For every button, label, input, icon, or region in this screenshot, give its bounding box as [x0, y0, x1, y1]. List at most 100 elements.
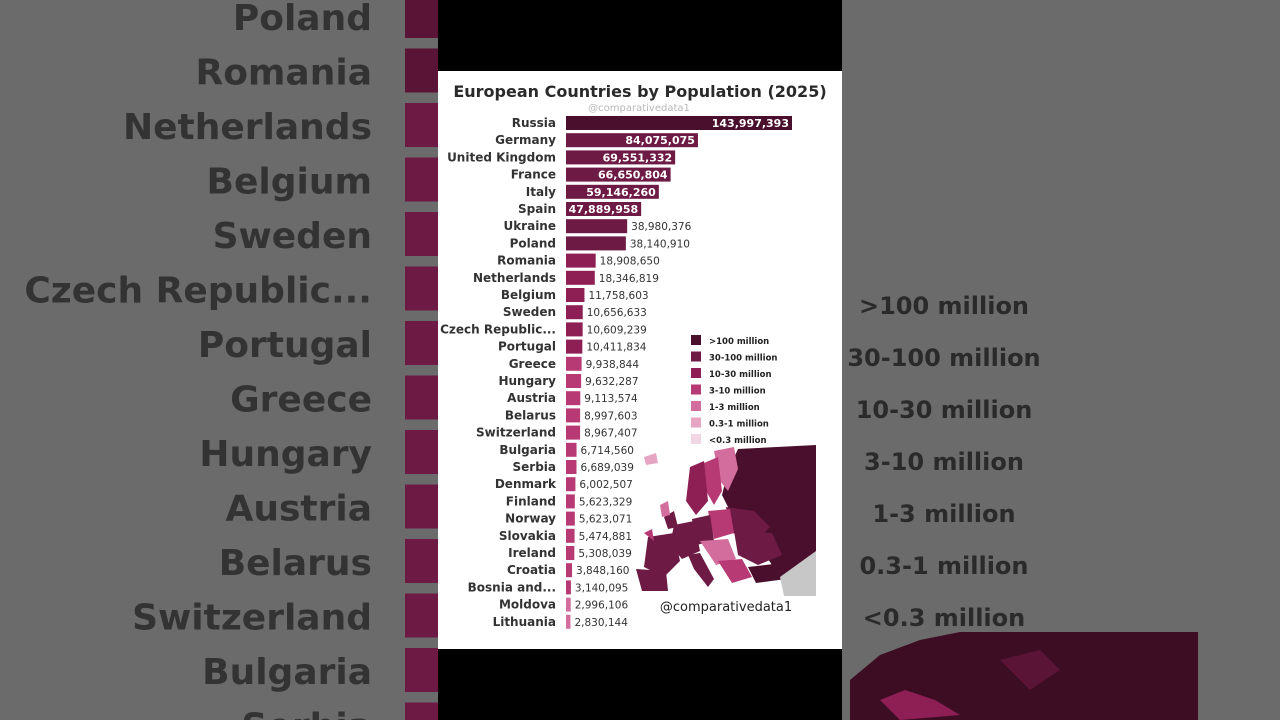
data-label: 69,551,332 — [603, 151, 673, 164]
chart-watermark: @comparativedata1 — [588, 103, 690, 114]
bar — [566, 253, 596, 268]
category-label: Poland — [510, 236, 556, 250]
bar — [566, 116, 792, 130]
background-bar — [405, 48, 438, 93]
background-label: Belgium — [207, 162, 372, 203]
background-bar — [405, 212, 438, 256]
bar — [566, 563, 573, 578]
data-label: 3,140,095 — [575, 582, 628, 594]
legend-swatch — [691, 368, 701, 378]
bar — [566, 442, 577, 457]
background-legend-label: 3-10 million — [864, 448, 1024, 476]
background-label: Bulgaria — [202, 652, 372, 693]
category-label: Austria — [507, 391, 556, 405]
chart-legend: >100 million 30-100 million 10-30 million 3… — [691, 335, 777, 446]
category-label: Romania — [497, 254, 556, 268]
category-label: Switzerland — [476, 426, 556, 440]
legend-swatch — [691, 384, 701, 395]
bar — [566, 236, 626, 251]
category-label: Germany — [495, 133, 556, 147]
category-label: Slovakia — [499, 529, 556, 543]
data-label: 2,830,144 — [574, 617, 628, 629]
category-label: Bosnia and... — [468, 580, 556, 594]
bar — [566, 305, 583, 320]
bar — [566, 477, 576, 492]
background-label: Serbia — [242, 707, 373, 720]
data-label: 6,689,039 — [580, 462, 633, 474]
category-label: Finland — [506, 494, 556, 508]
legend-swatch — [691, 434, 701, 444]
chart-title: European Countries by Population (2025) — [453, 82, 826, 101]
legend-label: <0.3 million — [709, 436, 767, 446]
bar — [566, 270, 595, 285]
data-label: 6,714,560 — [581, 445, 634, 457]
bar — [566, 494, 575, 509]
data-label: 38,140,910 — [630, 238, 690, 250]
data-label: 66,650,804 — [598, 169, 668, 182]
category-label: Moldova — [499, 598, 556, 612]
legend-swatch — [691, 401, 701, 411]
bar — [566, 597, 571, 612]
background-label: Sweden — [213, 216, 372, 257]
data-label: 5,474,881 — [579, 531, 632, 543]
background-right-legend: >100 million 30-100 million 10-30 million 3… — [847, 292, 1040, 632]
bar — [566, 614, 571, 629]
data-label: 5,623,071 — [579, 514, 632, 526]
data-label: 47,889,958 — [569, 203, 639, 216]
category-label: United Kingdom — [447, 150, 556, 164]
background-label: Portugal — [198, 325, 372, 366]
background-legend-label: >100 million — [859, 292, 1029, 320]
background-label: Czech Republic... — [24, 271, 372, 312]
category-label: Netherlands — [473, 271, 556, 285]
legend-label: 3-10 million — [709, 387, 766, 397]
bar — [566, 580, 571, 595]
category-label: Denmark — [495, 477, 557, 491]
category-label: Greece — [509, 357, 556, 371]
background-bar — [405, 648, 438, 692]
data-label: 10,656,633 — [587, 307, 647, 319]
legend-label: 10-30 million — [709, 370, 772, 380]
background-legend-label: <0.3 million — [863, 604, 1025, 632]
data-label: 8,967,407 — [584, 428, 637, 440]
data-label: 84,075,075 — [625, 134, 695, 147]
category-label: Hungary — [498, 374, 556, 388]
category-label: Sweden — [503, 305, 556, 319]
category-label: Serbia — [513, 460, 557, 474]
population-chart: European Countries by Population (2025) … — [440, 82, 827, 629]
data-label: 38,980,376 — [631, 221, 691, 233]
background-label: Poland — [233, 0, 372, 39]
bar — [566, 425, 581, 440]
legend-label: 30-100 million — [709, 354, 777, 364]
background-bar — [405, 375, 438, 420]
data-label: 18,908,650 — [600, 256, 660, 268]
legend-label: 1-3 million — [709, 403, 760, 413]
bar-series: Russia 143,997,393 Germany 84,075,075 United… — [440, 116, 792, 629]
legend-swatch — [691, 417, 701, 428]
legend-label: >100 million — [709, 337, 769, 347]
bar — [566, 288, 585, 302]
background-left-labels: Poland Romania Netherlands Belgium Sweden Cze… — [24, 0, 438, 720]
bar — [566, 528, 575, 543]
category-label: Norway — [505, 512, 556, 526]
bar — [566, 339, 583, 354]
category-label: Russia — [512, 116, 556, 130]
category-label: Ireland — [508, 546, 556, 560]
background-label: Switzerland — [132, 598, 372, 639]
data-label: 59,146,260 — [586, 186, 656, 199]
category-label: Belgium — [501, 288, 556, 302]
chart-card: European Countries by Population (2025) … — [438, 71, 842, 649]
bar — [566, 460, 577, 474]
background-label: Netherlands — [123, 107, 372, 148]
bar — [566, 391, 581, 406]
bar — [566, 167, 671, 182]
category-label: France — [511, 168, 556, 182]
category-label: Italy — [526, 185, 556, 199]
bar — [566, 546, 575, 560]
background-label: Hungary — [199, 434, 372, 475]
data-label: 6,002,507 — [579, 479, 632, 491]
category-label: Belarus — [505, 408, 556, 422]
category-label: Lithuania — [493, 615, 556, 629]
data-label: 3,848,160 — [576, 565, 629, 577]
category-label: Croatia — [507, 563, 556, 577]
background-bar — [405, 702, 438, 720]
